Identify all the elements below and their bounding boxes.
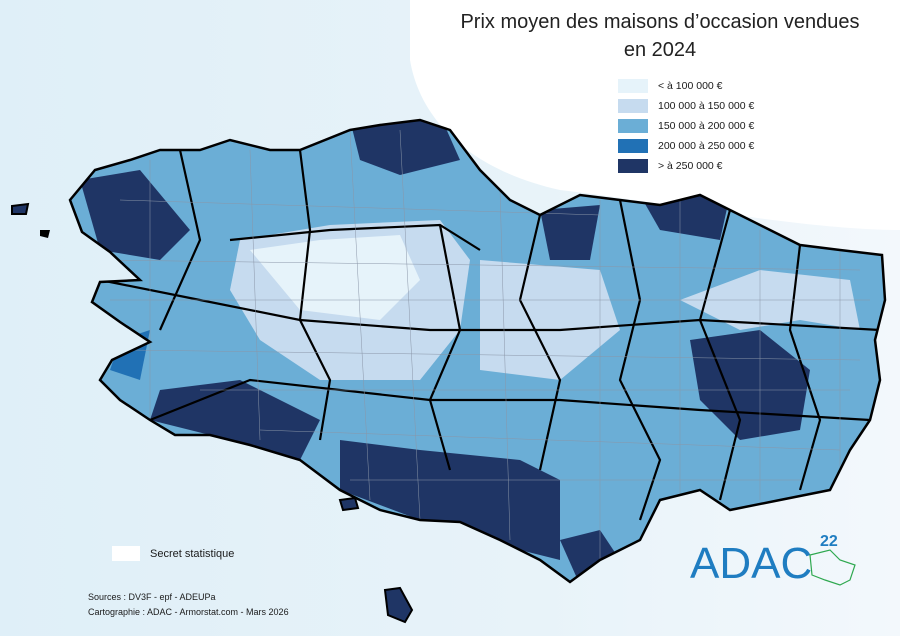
- title-line-1: Prix moyen des maisons d’occasion vendue…: [460, 11, 860, 33]
- logo-text: ADAC: [690, 539, 812, 588]
- legend: < à 100 000 € 100 000 à 150 000 € 150 00…: [618, 76, 754, 176]
- adac22-logo: ADAC 22: [690, 533, 856, 588]
- class-over-250: [560, 530, 620, 582]
- class-over-250: [540, 205, 600, 260]
- belle-ile: [383, 586, 414, 624]
- legend-item: 200 000 à 250 000 €: [618, 136, 754, 156]
- class-under-100: [250, 235, 420, 320]
- commune-boundaries: [99, 129, 870, 560]
- credits-text: Cartographie : ADAC - Armorstat.com - Ma…: [88, 607, 289, 617]
- cotes-darmor-outline-icon: [809, 549, 856, 586]
- legend-swatch: [618, 139, 648, 153]
- legend-label: 200 000 à 250 000 €: [658, 140, 755, 152]
- legend-label: 150 000 à 200 000 €: [658, 120, 755, 132]
- class-100-150: [480, 260, 620, 380]
- legend-swatch: [618, 99, 648, 113]
- legend-item: < à 100 000 €: [618, 76, 754, 96]
- sea-highlight: [410, 0, 900, 230]
- legend-item: 100 000 à 150 000 €: [618, 96, 754, 116]
- class-over-250: [690, 330, 810, 440]
- secret-legend: Secret statistique: [112, 546, 234, 561]
- map-title: Prix moyen des maisons d’occasion vendue…: [440, 8, 880, 64]
- legend-label: 100 000 à 150 000 €: [658, 100, 755, 112]
- class-over-250: [640, 195, 730, 240]
- legend-label: < à 100 000 €: [658, 80, 723, 92]
- secret-label: Secret statistique: [150, 547, 235, 560]
- molene: [40, 230, 50, 238]
- island: [338, 496, 360, 512]
- class-over-250: [350, 120, 460, 175]
- legend-swatch: [618, 119, 648, 133]
- sources-text: Sources : DV3F - epf - ADEUPa: [88, 592, 216, 602]
- class-over-250: [80, 170, 190, 260]
- legend-label: > à 250 000 €: [658, 160, 723, 172]
- sources-block: Sources : DV3F - epf - ADEUPa Cartograph…: [88, 590, 289, 620]
- legend-item: > à 250 000 €: [618, 156, 754, 176]
- logo-superscript: 22: [820, 533, 838, 550]
- class-over-250: [150, 380, 320, 460]
- epci-boundaries: [99, 149, 881, 521]
- legend-item: 150 000 à 200 000 €: [618, 116, 754, 136]
- class-over-250: [340, 440, 560, 560]
- title-line-2: en 2024: [623, 39, 697, 61]
- secret-swatch: [112, 546, 140, 561]
- ouessant: [11, 202, 30, 215]
- legend-swatch: [618, 159, 648, 173]
- legend-swatch: [618, 79, 648, 93]
